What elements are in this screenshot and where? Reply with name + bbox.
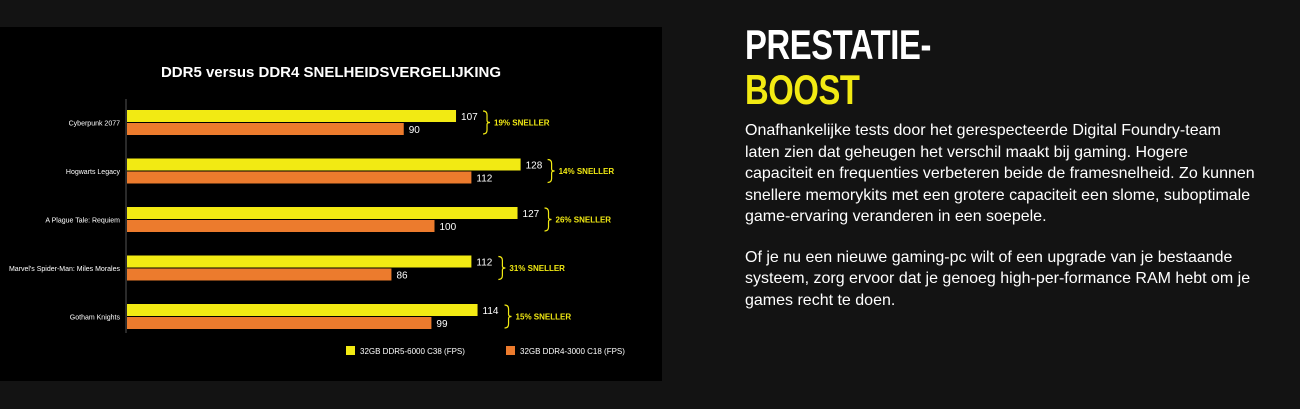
- difference-label: 14% SNELLER: [559, 167, 615, 176]
- difference-label: 26% SNELLER: [556, 216, 612, 225]
- heading-line-1: PRESTATIE-: [745, 21, 931, 68]
- heading-line-2: BOOST: [745, 66, 860, 113]
- ddr5-bar: [127, 304, 478, 316]
- ddr4-bar: [127, 171, 472, 184]
- value-label: 86: [396, 271, 408, 282]
- value-label: 99: [436, 319, 448, 330]
- ddr4-bar: [127, 317, 432, 329]
- ddr5-bar: [127, 110, 457, 122]
- legend-label: 32GB DDR5-6000 C38 (FPS): [360, 347, 465, 356]
- upgrade-paragraph: Of je nu een nieuwe gaming-pc wilt of ee…: [745, 248, 1251, 309]
- ddr4-bar: [127, 123, 404, 135]
- value-label: 112: [476, 174, 492, 185]
- legend-label: 32GB DDR4-3000 C18 (FPS): [520, 347, 625, 356]
- intro-paragraph: Onafhankelijke tests door het gerespecte…: [745, 122, 1255, 225]
- ddr5-bar: [127, 255, 472, 268]
- brace-icon: [544, 207, 552, 232]
- value-label: 127: [523, 209, 540, 220]
- category-label: Gotham Knights: [70, 315, 121, 322]
- category-label: Cyberpunk 2077: [69, 121, 120, 128]
- heading: PRESTATIE- BOOST: [745, 22, 1285, 112]
- difference-label: 15% SNELLER: [516, 313, 572, 322]
- value-label: 114: [483, 306, 499, 317]
- brace-icon: [482, 110, 491, 135]
- value-label: 100: [440, 222, 457, 233]
- ddr5-bar: [127, 158, 521, 171]
- text-panel: PRESTATIE- BOOST Onafhankelijke tests do…: [745, 22, 1285, 311]
- legend-swatch: [506, 346, 515, 355]
- ddr4-bar: [127, 268, 392, 281]
- chart-panel: DDR5 versus DDR4 SNELHEIDSVERGELIJKING C…: [0, 27, 662, 381]
- value-label: 90: [409, 125, 421, 136]
- brace-icon: [547, 158, 555, 184]
- legend-swatch: [346, 346, 355, 355]
- chart-title: DDR5 versus DDR4 SNELHEIDSVERGELIJKING: [161, 64, 501, 81]
- difference-label: 19% SNELLER: [494, 119, 550, 128]
- category-label: Hogwarts Legacy: [66, 169, 121, 176]
- brace-icon: [504, 304, 512, 329]
- ddr5-bar: [127, 207, 518, 219]
- ddr4-bar: [127, 220, 435, 232]
- value-label: 112: [476, 258, 492, 269]
- bar-chart: DDR5 versus DDR4 SNELHEIDSVERGELIJKING C…: [9, 64, 625, 356]
- difference-label: 31% SNELLER: [509, 264, 565, 273]
- value-label: 107: [461, 112, 478, 123]
- value-label: 128: [526, 161, 543, 172]
- brace-icon: [498, 255, 506, 281]
- category-label: Marvel's Spider-Man: Miles Morales: [9, 266, 121, 273]
- category-label: A Plague Tale: Requiem: [45, 218, 120, 225]
